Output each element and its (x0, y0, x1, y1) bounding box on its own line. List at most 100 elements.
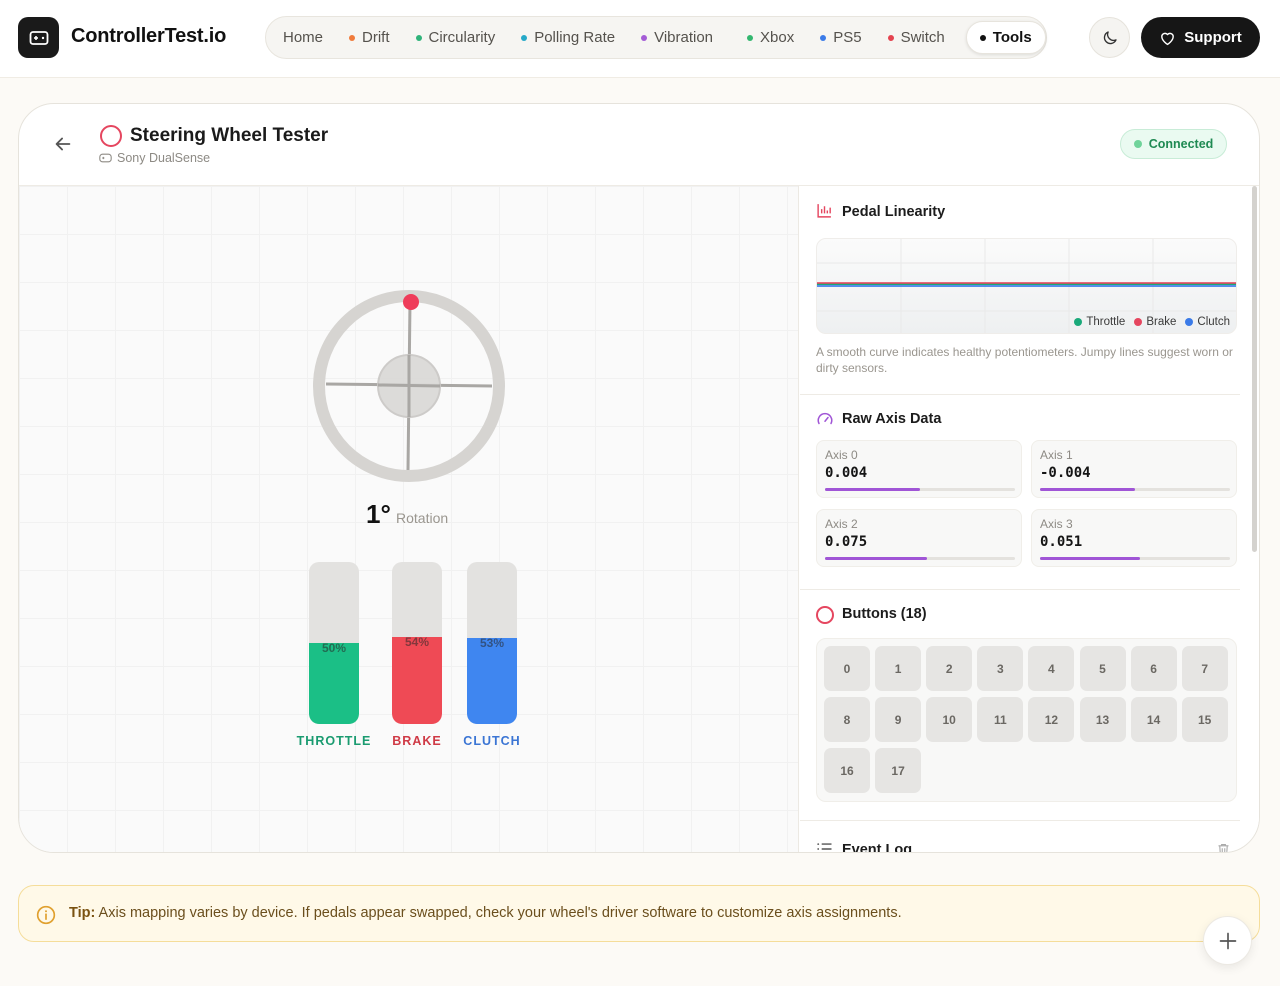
nav-item-ps5[interactable]: PS5 (807, 21, 874, 54)
pedal-bar-brake: 54% (392, 562, 442, 724)
controller-button-7: 7 (1181, 646, 1228, 691)
nav-dot (979, 34, 986, 41)
controller-button-6: 6 (1130, 646, 1177, 691)
support-label: Support (1184, 29, 1242, 46)
legend-label: Throttle (1086, 316, 1126, 328)
nav-item-drift[interactable]: Drift (336, 21, 403, 54)
main-nav: Home Drift Circularity Polling Rate Vibratio… (265, 16, 1047, 59)
arrow-left-icon (55, 137, 71, 151)
buttons-title: Buttons (18) (842, 606, 927, 622)
controller-button-15: 15 (1181, 697, 1228, 742)
legend-item: Throttle (1074, 316, 1125, 328)
status-label: Connected (1148, 137, 1214, 151)
nav-item-circularity[interactable]: Circularity (403, 21, 509, 54)
controller-button-4: 4 (1028, 646, 1075, 691)
pedal-fill (467, 638, 517, 724)
axis-fill (825, 557, 928, 560)
divider (800, 394, 1240, 395)
nav-item-home[interactable]: Home (270, 21, 336, 54)
nav-label: Home (283, 29, 324, 46)
pedal-fill (309, 643, 359, 724)
side-panel: Pedal Linearity Throttle Brake Clutch A sm… (800, 186, 1259, 853)
nav-item-vibration[interactable]: Vibration (628, 21, 726, 54)
nav-dot (820, 34, 827, 41)
pedal-label: THROTTLE (296, 734, 372, 748)
axis-value: -0.004 (1040, 465, 1091, 481)
controller-button-12: 12 (1028, 697, 1075, 742)
nav-item-xbox[interactable]: Xbox (734, 21, 807, 54)
gauge-icon (817, 412, 833, 425)
steering-wheel (313, 290, 505, 482)
axis-fill (825, 488, 921, 491)
controller-button-5: 5 (1079, 646, 1126, 691)
nav-dot (415, 34, 422, 41)
axis-track (825, 557, 1015, 560)
trash-icon[interactable] (1216, 842, 1231, 853)
axis-value: 0.051 (1040, 534, 1083, 550)
controller-button-0: 0 (824, 646, 870, 691)
controller-button-14: 14 (1130, 697, 1177, 742)
nav-item-switch[interactable]: Switch (875, 21, 958, 54)
axis-card: Axis 0 0.004 (816, 440, 1022, 498)
page-title: Steering Wheel Tester (130, 125, 329, 146)
controller-button-17: 17 (875, 748, 922, 793)
axis-track (1040, 488, 1230, 491)
nav-label: Polling Rate (534, 29, 616, 46)
axis-value: 0.004 (825, 465, 868, 481)
pedal-bar-throttle: 50% (309, 562, 359, 724)
controller-button-13: 13 (1079, 697, 1126, 742)
nav-dot (887, 34, 894, 41)
wheel-visualizer: 1° Rotation 50% THROTTLE 54% BRAKE 53% CLUTCH (19, 186, 799, 852)
axis-track (825, 488, 1015, 491)
rotation-label: Rotation (396, 510, 449, 526)
axis-value: 0.075 (825, 534, 868, 550)
controller-button-2: 2 (926, 646, 973, 691)
legend-dot (1185, 318, 1194, 326)
brand-name[interactable]: ControllerTest.io (71, 25, 227, 47)
legend-item: Clutch (1185, 316, 1230, 328)
wheel-tester-card: Steering Wheel Tester Sony DualSense Con… (18, 103, 1260, 853)
pedal-label: CLUTCH (463, 734, 521, 748)
add-button[interactable] (1203, 916, 1252, 965)
pedal-linearity-title: Pedal Linearity (842, 204, 946, 220)
nav-label: Drift (362, 29, 390, 46)
controller-button-1: 1 (875, 646, 922, 691)
support-button[interactable]: Support (1141, 17, 1260, 58)
moon-icon (1103, 30, 1117, 44)
nav-dot (747, 34, 754, 41)
axis-fill (1040, 557, 1140, 560)
nav-label: Switch (900, 29, 945, 46)
wheel-top-marker (403, 294, 419, 310)
axis-name: Axis 1 (1040, 448, 1073, 462)
chart-legend: Throttle Brake Clutch (1074, 316, 1230, 328)
top-header: ControllerTest.io Home Drift Circularity Po… (0, 0, 1280, 78)
back-button[interactable] (52, 133, 74, 155)
plus-icon (1219, 932, 1236, 949)
nav-item-polling-rate[interactable]: Polling Rate (508, 21, 628, 54)
nav-dot (521, 34, 528, 41)
nav-label: Tools (992, 29, 1032, 46)
device-name: Sony DualSense (99, 151, 210, 165)
device-label: Sony DualSense (117, 151, 211, 165)
axis-track (1040, 557, 1230, 560)
button-grid: 0 1 2 3 4 5 6 7 8 9 10 11 12 13 14 15 16 17 (816, 638, 1237, 802)
nav-dot (349, 34, 356, 41)
controller-button-16: 16 (824, 748, 870, 793)
pedal-linearity-chart: Throttle Brake Clutch (816, 238, 1237, 334)
legend-label: Clutch (1197, 316, 1230, 328)
logo-icon[interactable] (18, 17, 59, 58)
pedal-bar-clutch: 53% (467, 562, 517, 724)
nav-label: Xbox (760, 29, 795, 46)
buttons-ring-icon (816, 606, 834, 624)
pedal-percent: 54% (404, 634, 430, 649)
controller-button-9: 9 (875, 697, 922, 742)
scrollbar-thumb[interactable] (1252, 186, 1257, 552)
tip-label: Tip: (69, 905, 96, 921)
legend-label: Brake (1146, 316, 1177, 328)
nav-item-tools[interactable]: Tools (965, 21, 1046, 54)
axis-card: Axis 1 -0.004 (1031, 440, 1237, 498)
theme-toggle-button[interactable] (1089, 17, 1130, 58)
axis-name: Axis 2 (825, 517, 858, 531)
controller-button-11: 11 (977, 697, 1024, 742)
tip-text: Tip: Axis mapping varies by device. If p… (69, 905, 902, 921)
